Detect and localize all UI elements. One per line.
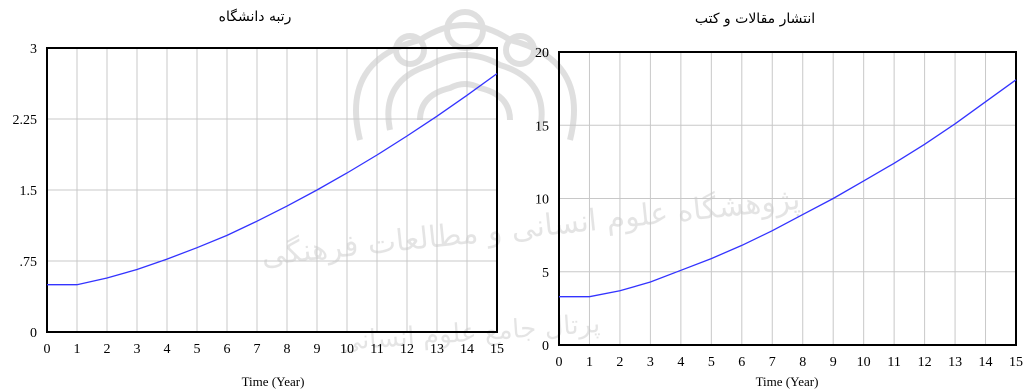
x-axis-label: Time (Year) <box>756 374 819 389</box>
x-tick-label: 2 <box>104 342 111 357</box>
chart-title: رتبه دانشگاه <box>219 8 292 25</box>
x-tick-label: 10 <box>340 342 354 357</box>
x-tick-label: 8 <box>799 355 806 370</box>
chart-title: انتشار مقالات و کتب <box>695 11 815 27</box>
x-tick-label: 12 <box>400 342 414 357</box>
x-tick-label: 11 <box>370 342 383 357</box>
x-tick-label: 3 <box>647 355 654 370</box>
x-tick-label: 9 <box>830 355 837 370</box>
y-tick-label: 10 <box>535 193 549 208</box>
x-tick-label: 14 <box>979 355 993 370</box>
x-tick-label: 3 <box>134 342 141 357</box>
watermark-seal <box>353 9 577 141</box>
plot-frame <box>46 47 498 333</box>
y-tick-label: 0 <box>30 326 37 341</box>
x-tick-label: 5 <box>194 342 201 357</box>
x-tick-label: 4 <box>164 342 171 357</box>
x-tick-label: 10 <box>857 355 871 370</box>
x-tick-label: 14 <box>460 342 474 357</box>
x-axis-label: Time (Year) <box>242 374 305 389</box>
y-tick-label: 5 <box>542 266 549 281</box>
x-tick-label: 1 <box>586 355 593 370</box>
x-tick-label: 13 <box>430 342 444 357</box>
y-tick-label: 20 <box>535 46 549 61</box>
x-tick-label: 7 <box>254 342 261 357</box>
x-tick-label: 6 <box>738 355 745 370</box>
x-tick-label: 0 <box>44 342 51 357</box>
y-tick-label: 15 <box>535 119 549 134</box>
y-tick-label: .75 <box>20 255 38 270</box>
series-line <box>559 79 1017 298</box>
plot-frame <box>558 51 1017 346</box>
x-tick-label: 2 <box>616 355 623 370</box>
x-tick-label: 0 <box>556 355 563 370</box>
chart-publications: انتشار مقالات و کتب 0 1 2 3 4 5 6 7 8 9 10 11 12 13 14 1… <box>510 0 1027 390</box>
x-tick-label: 8 <box>284 342 291 357</box>
x-tick-label: 13 <box>948 355 962 370</box>
x-tick-label: 15 <box>490 342 504 357</box>
x-tick-label: 15 <box>1009 355 1023 370</box>
series-line <box>47 73 498 286</box>
y-tick-label: 3 <box>30 42 37 57</box>
chart-university-rank: رتبه دانشگاه 0 1 2 3 4 5 6 7 8 9 10 11 12 13 14 15 0.75 1.… <box>0 0 510 390</box>
x-tick-label: 4 <box>677 355 684 370</box>
x-tick-label: 11 <box>887 355 900 370</box>
x-tick-label: 7 <box>769 355 776 370</box>
x-tick-label: 1 <box>74 342 81 357</box>
y-tick-label: 2.25 <box>13 113 38 128</box>
x-tick-label: 9 <box>314 342 321 357</box>
x-tick-label: 6 <box>224 342 231 357</box>
y-tick-label: 0 <box>542 339 549 354</box>
y-tick-label: 1.5 <box>20 184 38 199</box>
x-tick-label: 5 <box>708 355 715 370</box>
x-tick-label: 12 <box>918 355 932 370</box>
